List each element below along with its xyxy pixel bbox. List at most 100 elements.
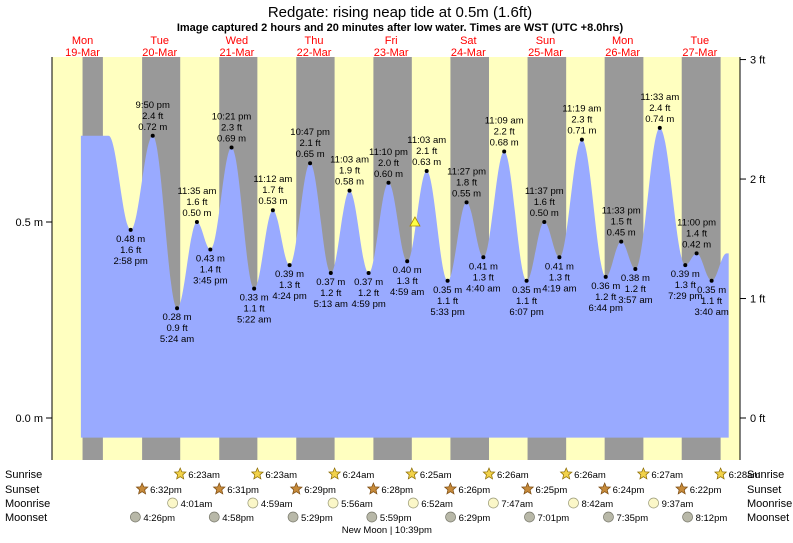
- tide-point: [502, 149, 507, 154]
- tide-meters-label: 0.43 m: [196, 253, 225, 264]
- tide-time-label: 10:47 pm: [290, 127, 330, 138]
- moonrise-icon: [407, 497, 419, 509]
- tide-feet-label: 1.2 ft: [320, 288, 341, 299]
- moonset-icon: [682, 511, 693, 523]
- tide-feet-label: 2.3 ft: [221, 123, 242, 134]
- date-label: 24-Mar: [451, 47, 486, 59]
- tide-point: [229, 145, 234, 150]
- tide-feet-label: 1.1 ft: [244, 304, 265, 315]
- tide-feet-label: 1.2 ft: [595, 292, 616, 303]
- right-axis-label: 1 ft: [750, 294, 765, 306]
- tide-meters-label: 0.45 m: [607, 228, 636, 239]
- day-label: Tue: [150, 35, 169, 47]
- moonrise-row-label-left: Moonrise: [5, 498, 50, 510]
- tide-feet-label: 2.2 ft: [494, 126, 515, 137]
- tide-point: [270, 208, 275, 213]
- sunset-time: 6:24pm: [613, 485, 645, 496]
- tide-point: [542, 220, 547, 224]
- tide-point: [208, 247, 213, 252]
- tide-time-label: 2:58 pm: [114, 256, 148, 267]
- axes: 0.5 m 0.0 m 3 ft 2 ft 1 ft 0 ft: [15, 55, 765, 460]
- moonrise-icon: [167, 497, 178, 509]
- moonset-time: 5:29pm: [301, 513, 333, 524]
- moonset-time: 7:35pm: [616, 513, 648, 524]
- sunrise-time: 6:24am: [343, 470, 375, 481]
- tide-meters-label: 0.41 m: [545, 261, 574, 272]
- tide-meters-label: 0.28 m: [163, 312, 192, 323]
- tide-meters-label: 0.48 m: [116, 234, 145, 245]
- tide-point: [150, 133, 155, 138]
- tide-time-label: 6:44 pm: [589, 303, 623, 314]
- moonset-icon: [603, 511, 614, 523]
- sunrise-time: 6:26am: [574, 470, 606, 481]
- tide-point: [347, 188, 352, 193]
- tide-time-label: 3:40 am: [694, 307, 728, 318]
- tide-time-label: 11:12 am: [253, 174, 292, 185]
- sunset-time: 6:29pm: [304, 485, 336, 496]
- tide-meters-label: 0.65 m: [296, 149, 325, 160]
- sunset-time: 6:26pm: [458, 485, 490, 496]
- tide-point: [481, 255, 486, 260]
- tide-time-label: 9:50 pm: [136, 100, 170, 111]
- tide-point: [445, 278, 450, 283]
- sunrise-row-label-left: Sunrise: [5, 469, 42, 481]
- date-label: 22-Mar: [297, 47, 332, 59]
- day-label: Mon: [612, 35, 633, 47]
- tide-time-label: 4:59 pm: [351, 299, 385, 310]
- tide-feet-label: 1.2 ft: [625, 284, 646, 295]
- tide-time-label: 11:35 am: [177, 186, 216, 197]
- tide-point: [128, 227, 133, 232]
- sunset-icon: [520, 482, 535, 495]
- tide-point: [709, 278, 714, 283]
- tide-feet-label: 1.1 ft: [516, 296, 537, 307]
- day-label: Fri: [385, 35, 398, 47]
- tide-meters-label: 0.39 m: [671, 269, 700, 280]
- moonrise-icon: [327, 497, 339, 509]
- date-label: 27-Mar: [682, 47, 717, 59]
- moonset-row-label-right: Moonset: [747, 512, 789, 524]
- moonrise-icon: [247, 497, 259, 509]
- tide-feet-label: 1.3 ft: [473, 272, 494, 283]
- tide-point: [694, 251, 699, 256]
- tide-point: [405, 259, 410, 264]
- sunrise-icon: [636, 467, 650, 480]
- moonset-icon: [366, 511, 378, 523]
- chart-subtitle: Image captured 2 hours and 20 minutes af…: [177, 22, 624, 34]
- tide-meters-label: 0.60 m: [374, 169, 403, 180]
- right-axis-label: 0 ft: [750, 413, 765, 425]
- day-label: Thu: [305, 35, 324, 47]
- date-label: 21-Mar: [219, 47, 254, 59]
- tide-feet-label: 2.0 ft: [378, 158, 399, 169]
- tide-meters-label: 0.37 m: [316, 277, 345, 288]
- moonrise-row-label-right: Moonrise: [747, 498, 792, 510]
- tide-time-label: 4:24 pm: [272, 291, 306, 302]
- tide-feet-label: 1.3 ft: [675, 280, 696, 291]
- tide-feet-label: 1.6 ft: [186, 197, 207, 208]
- sunset-icon: [135, 482, 149, 495]
- tide-feet-label: 1.1 ft: [437, 296, 458, 307]
- tide-area: [80, 127, 729, 438]
- day-label: Sun: [536, 35, 556, 47]
- date-label: 19-Mar: [65, 47, 100, 59]
- moonrise-time: 4:01am: [181, 499, 213, 510]
- sunrise-time: 6:25am: [420, 470, 452, 481]
- tide-meters-label: 0.35 m: [433, 285, 462, 296]
- sunset-time: 6:22pm: [690, 485, 722, 496]
- tide-meters-label: 0.63 m: [412, 157, 441, 168]
- tide-meters-label: 0.36 m: [591, 281, 620, 292]
- sunrise-time: 6:23am: [188, 470, 220, 481]
- date-label: 26-Mar: [605, 47, 640, 59]
- sunset-icon: [598, 482, 612, 495]
- moonset-time: 8:12pm: [696, 513, 728, 524]
- tide-time-label: 11:03 am: [330, 155, 369, 166]
- moonset-icon: [445, 511, 456, 523]
- day-label: Sat: [460, 35, 477, 47]
- tide-meters-label: 0.58 m: [335, 177, 364, 188]
- date-label: 25-Mar: [528, 47, 563, 59]
- right-axis-label: 3 ft: [750, 55, 765, 67]
- tide-curve: [80, 127, 729, 438]
- sunrise-row-label-right: Sunrise: [747, 469, 784, 481]
- tide-point: [619, 239, 624, 244]
- tide-feet-label: 2.1 ft: [300, 138, 321, 149]
- tide-time-label: 5:13 am: [314, 299, 348, 310]
